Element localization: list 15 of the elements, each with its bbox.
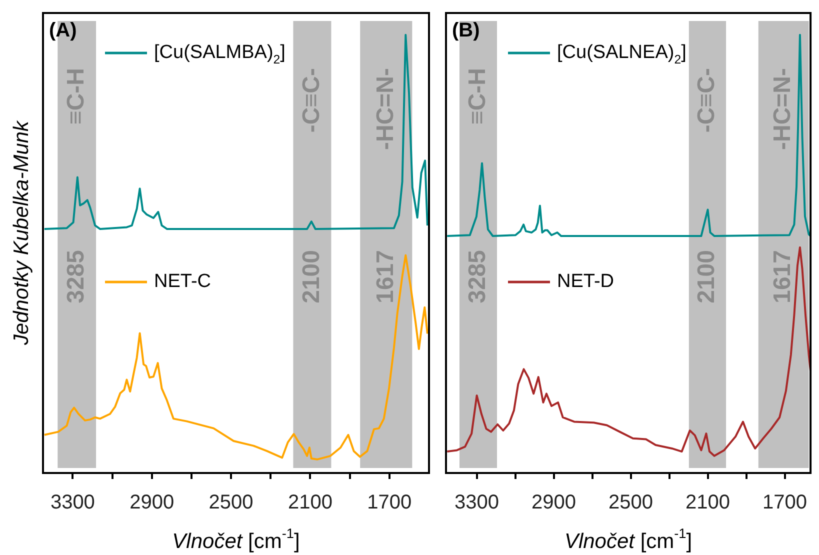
legend-label: NET-D (557, 271, 614, 292)
y-axis-title: Jednotky Kubelka-Munk (10, 119, 33, 346)
x-tick-label: 2100 (288, 492, 332, 514)
x-tick-label: 2900 (130, 492, 174, 514)
chart-title: (B) (452, 20, 480, 42)
x-tick-label: 2500 (208, 492, 254, 514)
x-tick-label: 2100 (686, 492, 730, 514)
legend-label: NET-C (154, 271, 211, 292)
x-tick-label: 2900 (532, 492, 576, 514)
x-tick-label: 1700 (367, 492, 412, 514)
x-tick-label: 2500 (608, 492, 654, 514)
x-tick-label: 3300 (454, 492, 500, 514)
x-tick-label: 3300 (50, 492, 95, 514)
x-tick-label: 1700 (762, 492, 808, 514)
chart-title: (A) (49, 20, 77, 42)
